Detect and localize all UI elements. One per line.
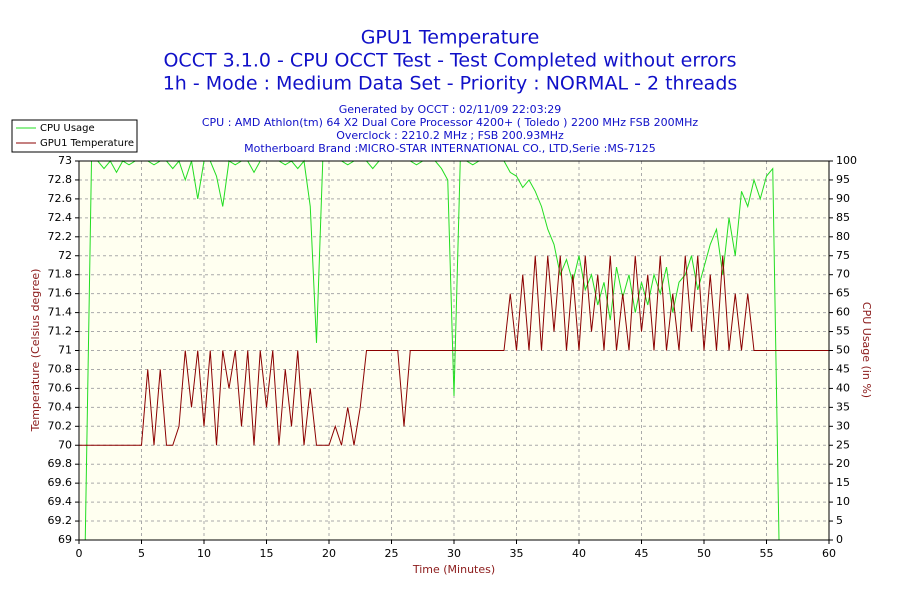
y2-tick-label: 15 <box>836 476 850 489</box>
y-tick-label: 72.8 <box>48 173 73 186</box>
x-tick-label: 35 <box>510 547 524 560</box>
info-line: Generated by OCCT : 02/11/09 22:03:29 <box>339 103 562 116</box>
y2-tick-label: 75 <box>836 249 850 262</box>
y2-tick-label: 65 <box>836 287 850 300</box>
y2-tick-label: 10 <box>836 495 850 508</box>
x-tick-label: 10 <box>197 547 211 560</box>
y-tick-label: 72.2 <box>48 230 73 243</box>
y-tick-label: 70.6 <box>48 381 73 394</box>
y-tick-label: 71.8 <box>48 268 73 281</box>
y2-tick-label: 85 <box>836 211 850 224</box>
x-tick-label: 45 <box>635 547 649 560</box>
y2-tick-label: 45 <box>836 362 850 375</box>
y2-tick-label: 20 <box>836 457 850 470</box>
y-tick-label: 70.8 <box>48 362 73 375</box>
y2-tick-label: 80 <box>836 230 850 243</box>
y-tick-label: 70.2 <box>48 419 73 432</box>
y-tick-label: 69.4 <box>48 495 73 508</box>
x-tick-label: 20 <box>322 547 336 560</box>
y2-tick-label: 50 <box>836 344 850 357</box>
plot-border <box>78 160 830 541</box>
y2-tick-label: 100 <box>836 154 857 167</box>
chart-subtitle: OCCT 3.1.0 - CPU OCCT Test - Test Comple… <box>163 50 736 72</box>
y2-tick-label: 35 <box>836 400 850 413</box>
legend-box <box>11 119 138 153</box>
x-tick-label: 40 <box>572 547 586 560</box>
chart-title: GPU1 Temperature <box>361 27 540 49</box>
y2-tick-label: 5 <box>836 514 843 527</box>
y2-tick-label: 40 <box>836 381 850 394</box>
y-tick-label: 71 <box>58 344 72 357</box>
info-line: Overclock : 2210.2 MHz ; FSB 200.93MHz <box>336 129 564 142</box>
info-line: CPU : AMD Athlon(tm) 64 X2 Dual Core Pro… <box>202 116 699 129</box>
y-tick-label: 71.6 <box>48 287 73 300</box>
y2-tick-label: 0 <box>836 533 843 546</box>
y-tick-label: 73 <box>58 154 72 167</box>
y2-tick-label: 95 <box>836 173 850 186</box>
x-axis-label: Time (Minutes) <box>412 563 495 576</box>
y-tick-label: 69.8 <box>48 457 73 470</box>
y-tick-label: 69 <box>58 533 72 546</box>
y-tick-label: 72 <box>58 249 72 262</box>
x-tick-label: 15 <box>260 547 274 560</box>
y2-tick-label: 70 <box>836 268 850 281</box>
y2-tick-label: 25 <box>836 438 850 451</box>
x-tick-label: 30 <box>447 547 461 560</box>
y2-tick-label: 30 <box>836 419 850 432</box>
x-tick-label: 0 <box>76 547 83 560</box>
y-tick-label: 71.4 <box>48 306 73 319</box>
x-tick-label: 60 <box>822 547 836 560</box>
x-tick-label: 5 <box>138 547 145 560</box>
legend-label: GPU1 Temperature <box>40 138 134 149</box>
y2-tick-label: 90 <box>836 192 850 205</box>
y-axis-label: Temperature (Celsius degree) <box>29 269 42 433</box>
chart-subtitle: 1h - Mode : Medium Data Set - Priority :… <box>163 73 738 95</box>
y-tick-label: 72.4 <box>48 211 73 224</box>
x-tick-label: 50 <box>697 547 711 560</box>
series-line <box>79 255 829 446</box>
y-tick-label: 71.2 <box>48 325 73 338</box>
y-tick-label: 72.6 <box>48 192 73 205</box>
y-tick-label: 69.6 <box>48 476 73 489</box>
y-tick-label: 70.4 <box>48 400 73 413</box>
y2-axis-label: CPU Usage (in %) <box>860 302 873 398</box>
info-line: Motherboard Brand :MICRO-STAR INTERNATIO… <box>244 142 656 155</box>
y-tick-label: 69.2 <box>48 514 73 527</box>
legend-label: CPU Usage <box>40 123 95 134</box>
x-tick-label: 25 <box>385 547 399 560</box>
x-tick-label: 55 <box>760 547 774 560</box>
y-tick-label: 70 <box>58 438 72 451</box>
y2-tick-label: 60 <box>836 306 850 319</box>
y2-tick-label: 55 <box>836 325 850 338</box>
